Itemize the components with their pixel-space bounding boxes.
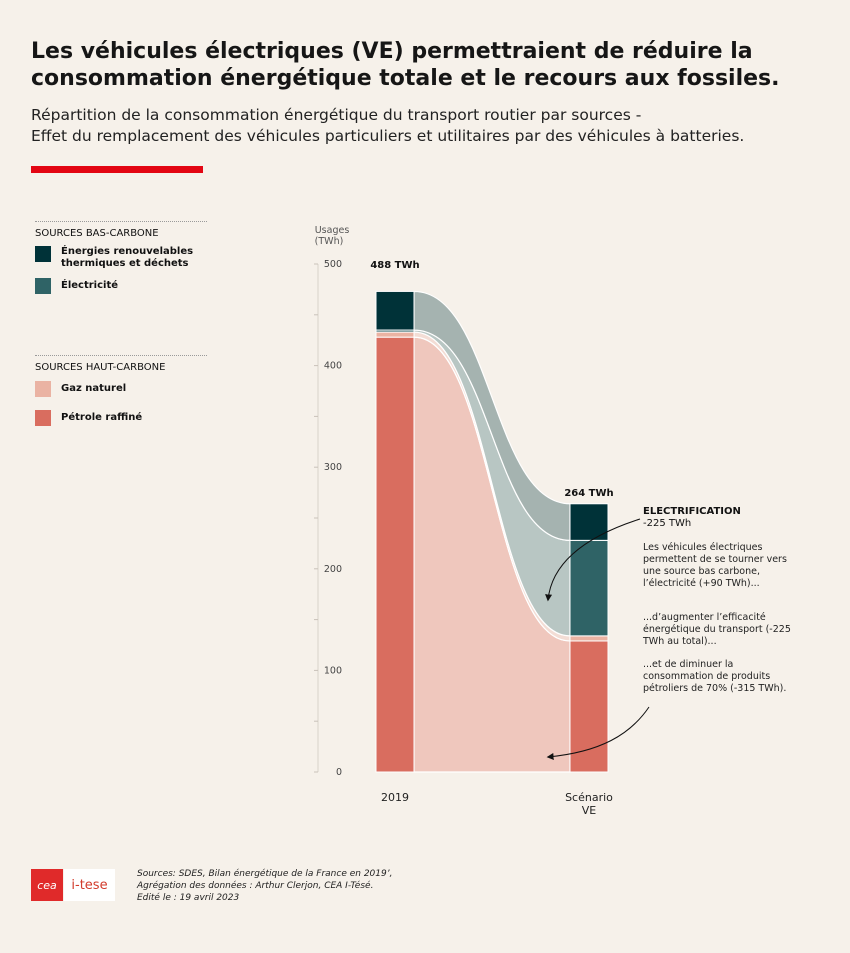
bar-segment-renewables	[569, 503, 609, 541]
legend-swatch-natural-gas	[35, 381, 51, 397]
sources-line-3: Edité le : 19 avril 2023	[137, 893, 240, 903]
legend-item-petroleum: Pétrole raffiné	[35, 410, 201, 426]
bar-segment-natural-gas	[569, 635, 609, 642]
y-tick-label: 300	[324, 462, 342, 473]
y-axis-label-line-1: Usages	[315, 225, 350, 236]
annotation-title: ELECTRIFICATION	[643, 506, 741, 517]
legend-swatch-renewables	[35, 246, 51, 262]
bar-total-label: 488 TWh	[370, 260, 419, 271]
itese-logo: i-tese	[64, 869, 115, 901]
legend-item-renewables: Énergies renouvelables thermiques et déc…	[35, 246, 201, 270]
chart-title: Les véhicules électriques (VE) permettra…	[31, 39, 780, 91]
bar-segment-petroleum	[569, 640, 609, 773]
y-tick-label: 400	[324, 361, 342, 372]
bar-segment-renewables	[375, 290, 415, 331]
legend-item-natural-gas: Gaz naturel	[35, 381, 201, 397]
sources-line-2: Agrégation des données : Arthur Clerjon,…	[137, 881, 374, 891]
annotation-paragraph-electricity: Les véhicules électriques permettent de …	[643, 542, 787, 589]
sources-note: Sources: SDES, Bilan énergétique de la F…	[137, 868, 467, 904]
cea-logo: cea	[31, 869, 63, 901]
y-tick-label: 500	[324, 259, 342, 270]
legend-item-electricity: Électricité	[35, 278, 201, 294]
bar-total-label: 264 TWh	[564, 488, 613, 499]
x-category-label: VE	[582, 804, 597, 817]
annotation-paragraph-petroleum: ...et de diminuer la consommation de pro…	[643, 659, 787, 694]
bar-segment-electricity	[569, 539, 609, 637]
subtitle-line-2: Effet du remplacement des véhicules part…	[31, 127, 745, 145]
x-category-label: Scénario	[565, 791, 613, 804]
legend-label-renewables: Énergies renouvelables thermiques et déc…	[61, 246, 194, 269]
y-tick-label: 100	[324, 665, 342, 676]
y-tick-label: 200	[324, 564, 342, 575]
y-tick-label: 0	[336, 767, 342, 778]
title-accent-rule	[31, 166, 203, 173]
y-axis-label-line-2: (TWh)	[315, 236, 344, 247]
annotation-arrow-petroleum	[546, 706, 650, 760]
legend-swatch-petroleum	[35, 410, 51, 426]
bar-segment-petroleum	[375, 336, 415, 773]
annotation-paragraph-efficiency: ...d’augmenter l’efficacité énergétique …	[643, 612, 791, 647]
legend-group-low-carbon: SOURCES BAS-CARBONE	[35, 221, 207, 239]
x-category-label: 2019	[381, 791, 409, 804]
legend-swatch-electricity	[35, 278, 51, 294]
legend-label-natural-gas: Gaz naturel	[61, 383, 127, 394]
legend-group-high-carbon: SOURCES HAUT-CARBONE	[35, 355, 207, 373]
sources-line-1: Sources: SDES, Bilan énergétique de la F…	[137, 869, 393, 879]
bar-segment-natural-gas	[375, 331, 415, 338]
chart-subtitle: Répartition de la consommation énergétiq…	[31, 105, 831, 147]
legend-label-petroleum: Pétrole raffiné	[61, 412, 143, 423]
annotation-subtitle: -225 TWh	[643, 518, 692, 529]
subtitle-line-1: Répartition de la consommation énergétiq…	[31, 106, 642, 124]
annotation-arrow-electricity	[545, 518, 641, 602]
legend-label-electricity: Électricité	[61, 280, 119, 291]
